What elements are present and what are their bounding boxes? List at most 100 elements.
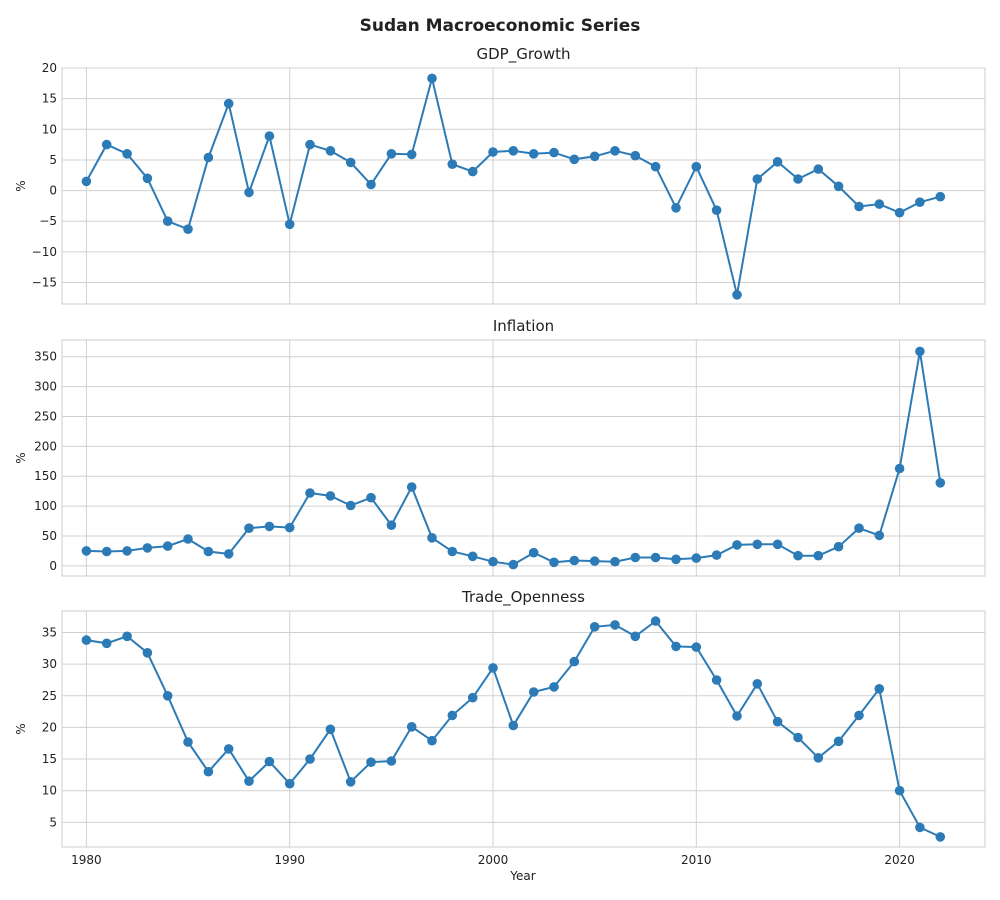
data-point bbox=[223, 549, 234, 559]
data-point bbox=[183, 534, 193, 544]
data-point bbox=[447, 159, 458, 169]
data-point bbox=[630, 631, 641, 642]
data-point bbox=[793, 174, 803, 184]
data-point bbox=[122, 631, 132, 642]
y-tick-label: 5 bbox=[49, 153, 57, 167]
chart-panel-1: −15 −10 −5 0 5 10 15 20 GDP_Growth% bbox=[14, 45, 986, 305]
data-point bbox=[203, 152, 214, 163]
data-point bbox=[162, 216, 173, 226]
data-point bbox=[508, 720, 519, 731]
data-point bbox=[711, 205, 722, 215]
data-point bbox=[650, 161, 661, 172]
data-point bbox=[813, 550, 824, 561]
y-axis-label: % bbox=[14, 723, 28, 734]
y-tick-label: 20 bbox=[42, 720, 57, 734]
data-point bbox=[671, 641, 681, 652]
data-point bbox=[732, 540, 742, 550]
data-point bbox=[101, 638, 112, 649]
data-point bbox=[162, 691, 173, 701]
data-point bbox=[813, 164, 824, 174]
data-point bbox=[488, 147, 498, 157]
y-tick-label: 0 bbox=[49, 559, 57, 573]
y-axis-label: % bbox=[14, 180, 28, 191]
data-point bbox=[935, 832, 946, 842]
data-point bbox=[528, 547, 539, 558]
subplot-title: Inflation bbox=[493, 317, 554, 335]
x-tick-label: 1980 bbox=[71, 853, 102, 867]
data-point bbox=[772, 157, 783, 167]
data-point bbox=[223, 744, 234, 754]
plot-area bbox=[61, 610, 986, 848]
data-point bbox=[833, 541, 844, 552]
subplots: −15 −10 −5 0 5 10 15 20 GDP_Growth% 0 50 100 150 200 2… bbox=[14, 45, 986, 867]
data-point bbox=[935, 191, 946, 202]
y-tick-label: −5 bbox=[39, 214, 57, 228]
data-point bbox=[183, 224, 193, 234]
x-tick-label: 2000 bbox=[478, 853, 509, 867]
data-point bbox=[874, 199, 885, 209]
data-point bbox=[406, 722, 417, 732]
data-point bbox=[671, 554, 681, 565]
plot-area bbox=[61, 339, 986, 577]
data-point bbox=[793, 550, 803, 561]
data-point bbox=[345, 500, 356, 511]
data-point bbox=[81, 635, 92, 645]
data-point bbox=[406, 149, 417, 160]
plot-area bbox=[61, 67, 986, 305]
data-point bbox=[671, 203, 681, 213]
data-point bbox=[691, 161, 702, 172]
y-tick-label: 30 bbox=[42, 657, 57, 671]
data-point bbox=[833, 181, 844, 192]
y-tick-label: −10 bbox=[32, 245, 57, 259]
y-tick-label: 15 bbox=[42, 92, 57, 106]
data-point bbox=[223, 98, 234, 109]
data-point bbox=[772, 539, 783, 550]
data-point bbox=[264, 131, 275, 141]
data-point bbox=[244, 776, 254, 786]
data-point bbox=[467, 551, 478, 562]
data-point bbox=[305, 754, 315, 764]
y-tick-label: 35 bbox=[42, 626, 57, 640]
data-point bbox=[203, 766, 214, 777]
data-point bbox=[528, 687, 539, 697]
data-point bbox=[325, 491, 336, 501]
subplot-title: GDP_Growth bbox=[476, 45, 570, 64]
data-point bbox=[569, 154, 580, 165]
data-point bbox=[406, 482, 417, 492]
data-point bbox=[366, 492, 376, 503]
data-point bbox=[284, 219, 295, 230]
data-point bbox=[284, 522, 295, 533]
y-tick-label: 5 bbox=[49, 815, 57, 829]
data-point bbox=[427, 533, 437, 543]
data-point bbox=[549, 147, 559, 158]
data-point bbox=[122, 149, 132, 159]
data-point bbox=[366, 757, 376, 767]
y-tick-label: 250 bbox=[34, 409, 57, 423]
data-point bbox=[264, 756, 275, 767]
x-axis-label: Year bbox=[509, 869, 535, 883]
data-point bbox=[854, 201, 864, 212]
data-point bbox=[101, 139, 112, 150]
data-point bbox=[81, 546, 92, 556]
data-point bbox=[569, 555, 580, 566]
data-point bbox=[183, 737, 193, 747]
y-tick-label: 300 bbox=[34, 380, 57, 394]
y-tick-label: 20 bbox=[42, 61, 57, 75]
data-point bbox=[650, 552, 661, 563]
data-point bbox=[610, 556, 620, 567]
data-point bbox=[589, 151, 600, 162]
data-point bbox=[915, 822, 925, 833]
data-point bbox=[386, 520, 397, 530]
data-point bbox=[874, 684, 885, 694]
data-point bbox=[264, 521, 275, 532]
data-point bbox=[325, 724, 336, 735]
data-point bbox=[793, 732, 803, 743]
data-point bbox=[101, 546, 112, 557]
x-tick-label: 2020 bbox=[884, 853, 915, 867]
data-point bbox=[752, 539, 763, 550]
data-point bbox=[589, 622, 600, 632]
data-point bbox=[711, 550, 722, 560]
y-tick-label: 350 bbox=[34, 350, 57, 364]
data-point bbox=[630, 552, 641, 563]
data-point bbox=[345, 157, 356, 168]
